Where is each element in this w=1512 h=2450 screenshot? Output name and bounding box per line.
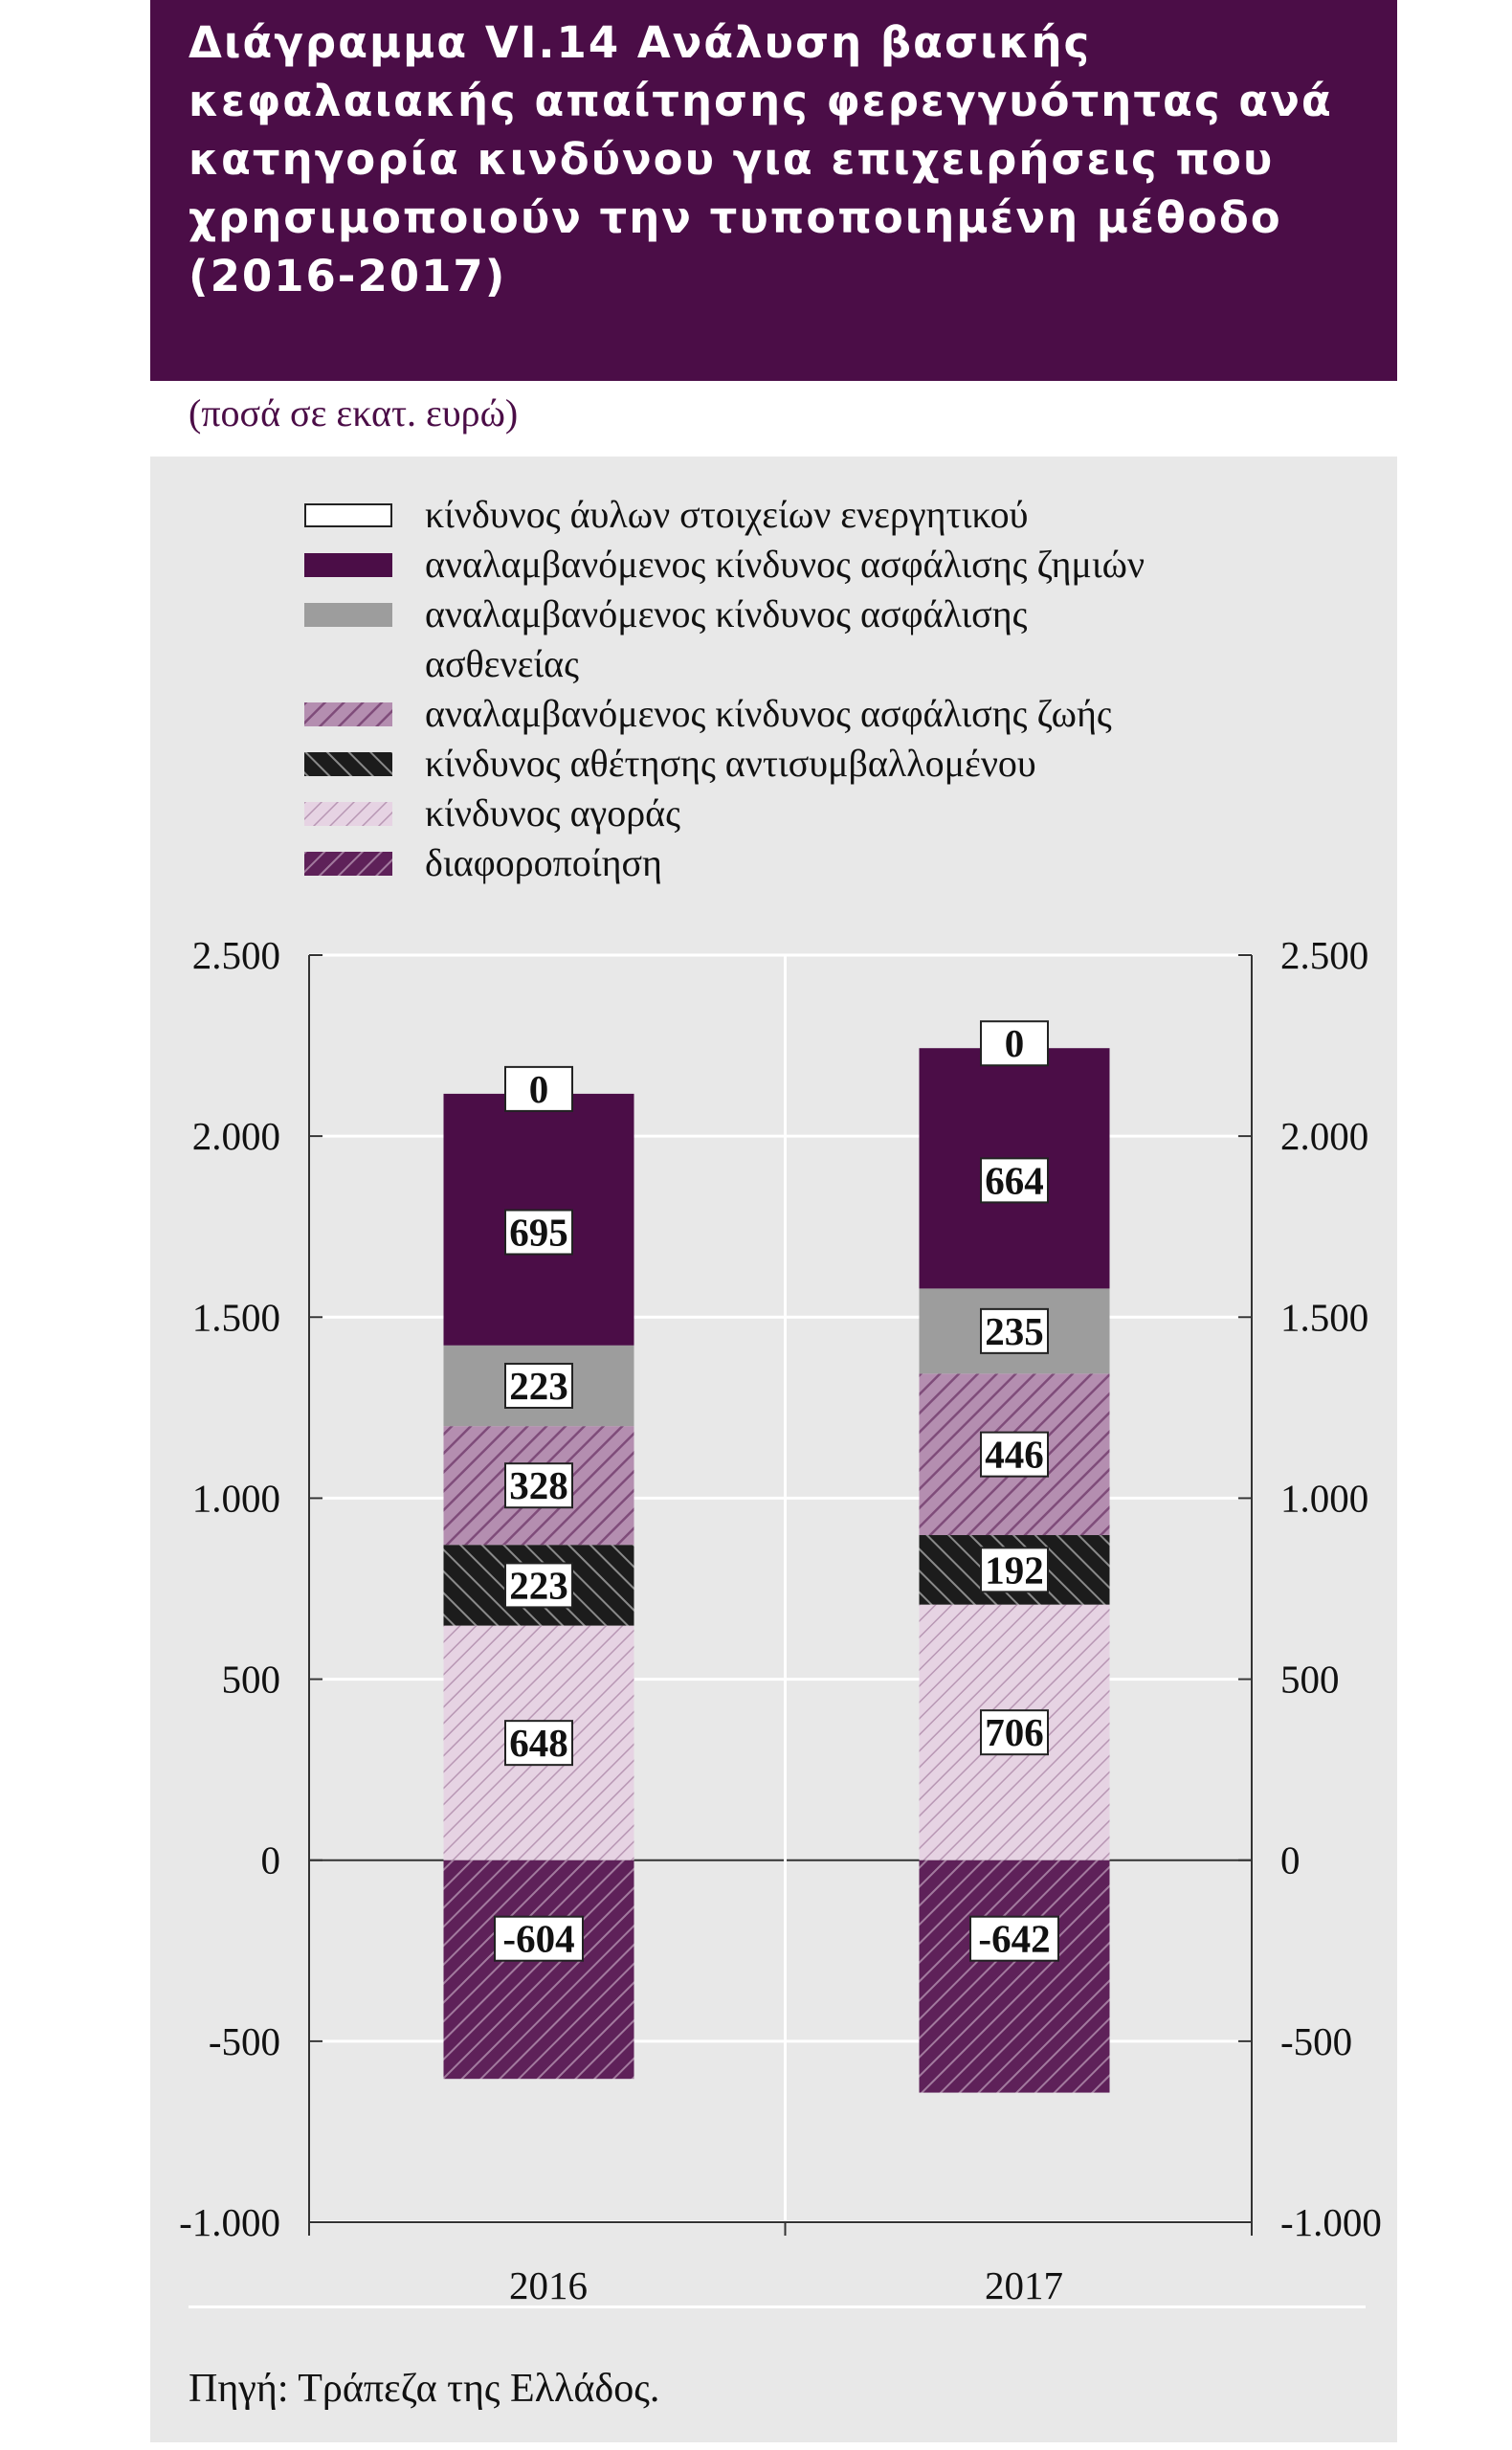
source-note: Πηγή: Τράπεζα της Ελλάδος. xyxy=(189,2367,660,2411)
legend-swatch xyxy=(304,752,392,776)
value-label-market-2016: 648 xyxy=(509,1721,568,1765)
chart-title-line: χρησιμοποιούν την τυποποιημένη μέθοδο xyxy=(189,192,1282,243)
y-tick-label-left: 2.500 xyxy=(192,933,280,977)
value-label-nonlife-2016: 695 xyxy=(509,1210,568,1254)
bar-segment-diversification-2017 xyxy=(919,1860,1110,2093)
y-tick-label-left: -1.000 xyxy=(179,2200,280,2244)
x-tick-label: 2017 xyxy=(985,2263,1063,2307)
value-label-box xyxy=(504,1209,573,1256)
value-label-life-2017: 446 xyxy=(985,1433,1044,1477)
legend-swatch xyxy=(304,503,392,527)
y-tick-label-right: 1.500 xyxy=(1280,1295,1368,1339)
value-label-diversification-2016: -604 xyxy=(502,1917,574,1961)
value-label-box xyxy=(504,1362,573,1409)
chart-title: Διάγραμμα VI.14 Ανάλυση βασικής κεφαλαια… xyxy=(189,13,1363,305)
legend-swatch xyxy=(304,553,392,577)
value-label-box xyxy=(504,1562,573,1609)
value-label-health-2016: 223 xyxy=(509,1364,568,1408)
legend-label: αναλαμβανόμενος κίνδυνος ασφάλισης ζωής xyxy=(425,692,1112,735)
value-label-box xyxy=(504,1720,573,1767)
value-label-health-2017: 235 xyxy=(985,1309,1044,1353)
y-tick-label-right: 2.500 xyxy=(1280,933,1368,977)
y-tick-label-right: 0 xyxy=(1280,1838,1301,1882)
chart-panel: κίνδυνος άυλων στοιχείων ενεργητικού αναλ… xyxy=(150,457,1397,2442)
legend-swatch xyxy=(304,802,392,826)
units-label: (ποσά σε εκατ. ευρώ) xyxy=(189,391,519,434)
y-tick-label-right: -1.000 xyxy=(1280,2200,1382,2244)
value-label-market-2017: 706 xyxy=(985,1710,1044,1754)
chart-title-line: Διάγραμμα VI.14 Ανάλυση βασικής xyxy=(189,17,1092,68)
legend-label: κίνδυνος αγοράς xyxy=(425,791,680,835)
y-tick-label-right: 1.000 xyxy=(1280,1476,1368,1520)
chart-header: Διάγραμμα VI.14 Ανάλυση βασικής κεφαλαια… xyxy=(150,0,1397,381)
bar-segment-diversification-2016 xyxy=(443,1860,634,2080)
y-tick-label-left: -500 xyxy=(209,2019,280,2063)
value-label-intangible-2016: 0 xyxy=(529,1067,549,1111)
chart-plot: -604 648 223 328 223 695 0 -642 706 192 446 235 664 0… xyxy=(179,933,1382,2307)
value-label-box xyxy=(504,1065,573,1112)
y-tick-label-left: 1.500 xyxy=(192,1295,280,1339)
value-label-intangible-2017: 0 xyxy=(1005,1021,1025,1065)
chart-title-line: (2016-2017) xyxy=(189,251,507,301)
value-label-default-2016: 223 xyxy=(509,1563,568,1607)
y-tick-label-left: 500 xyxy=(222,1658,281,1702)
value-label-box xyxy=(980,1547,1049,1593)
y-tick-label-left: 0 xyxy=(261,1838,281,1882)
value-label-box xyxy=(980,1307,1049,1354)
chart-title-line: κατηγορία κινδύνου για επιχειρήσεις που xyxy=(189,134,1275,185)
value-label-box xyxy=(980,1020,1049,1067)
value-label-default-2017: 192 xyxy=(985,1548,1044,1592)
chart-title-line: κεφαλαιακής απαίτησης φερεγγυότητας ανά xyxy=(189,76,1333,126)
legend-swatch xyxy=(304,702,392,726)
y-tick-label-left: 1.000 xyxy=(192,1476,280,1520)
y-tick-label-left: 2.000 xyxy=(192,1114,280,1158)
value-label-box xyxy=(969,1915,1059,1962)
y-tick-label-right: 2.000 xyxy=(1280,1114,1368,1158)
value-label-nonlife-2017: 664 xyxy=(985,1158,1044,1202)
legend-swatch xyxy=(304,852,392,876)
x-tick-label: 2016 xyxy=(509,2263,588,2307)
y-tick-label-right: 500 xyxy=(1280,1658,1340,1702)
legend-swatch xyxy=(304,603,392,627)
value-label-life-2016: 328 xyxy=(509,1463,568,1507)
value-label-box xyxy=(980,1431,1049,1478)
value-label-box xyxy=(504,1462,573,1509)
y-tick-label-right: -500 xyxy=(1280,2019,1352,2063)
legend-label: αναλαμβανόμενος κίνδυνος ασφάλισης ζημιώ… xyxy=(425,543,1145,586)
value-label-box xyxy=(980,1709,1049,1756)
legend-label: αναλαμβανόμενος κίνδυνος ασφάλισης xyxy=(425,592,1028,635)
source-divider xyxy=(189,2305,1366,2308)
value-label-diversification-2017: -642 xyxy=(978,1917,1050,1961)
value-label-box xyxy=(494,1915,584,1962)
legend-label: ασθενείας xyxy=(425,642,579,685)
bars: -604 648 223 328 223 695 0 -642 706 192 446 235 664 0 xyxy=(443,1020,1110,2093)
legend-label: διαφοροποίηση xyxy=(425,841,662,884)
legend-label: κίνδυνος αθέτησης αντισυμβαλλομένου xyxy=(425,742,1036,785)
axes: -1.000 -1.000 -500 -500 0 0 500 500 1.000 1.000 1.… xyxy=(179,933,1382,2307)
legend-label: κίνδυνος άυλων στοιχείων ενεργητικού xyxy=(425,493,1029,536)
value-label-box xyxy=(980,1157,1049,1204)
